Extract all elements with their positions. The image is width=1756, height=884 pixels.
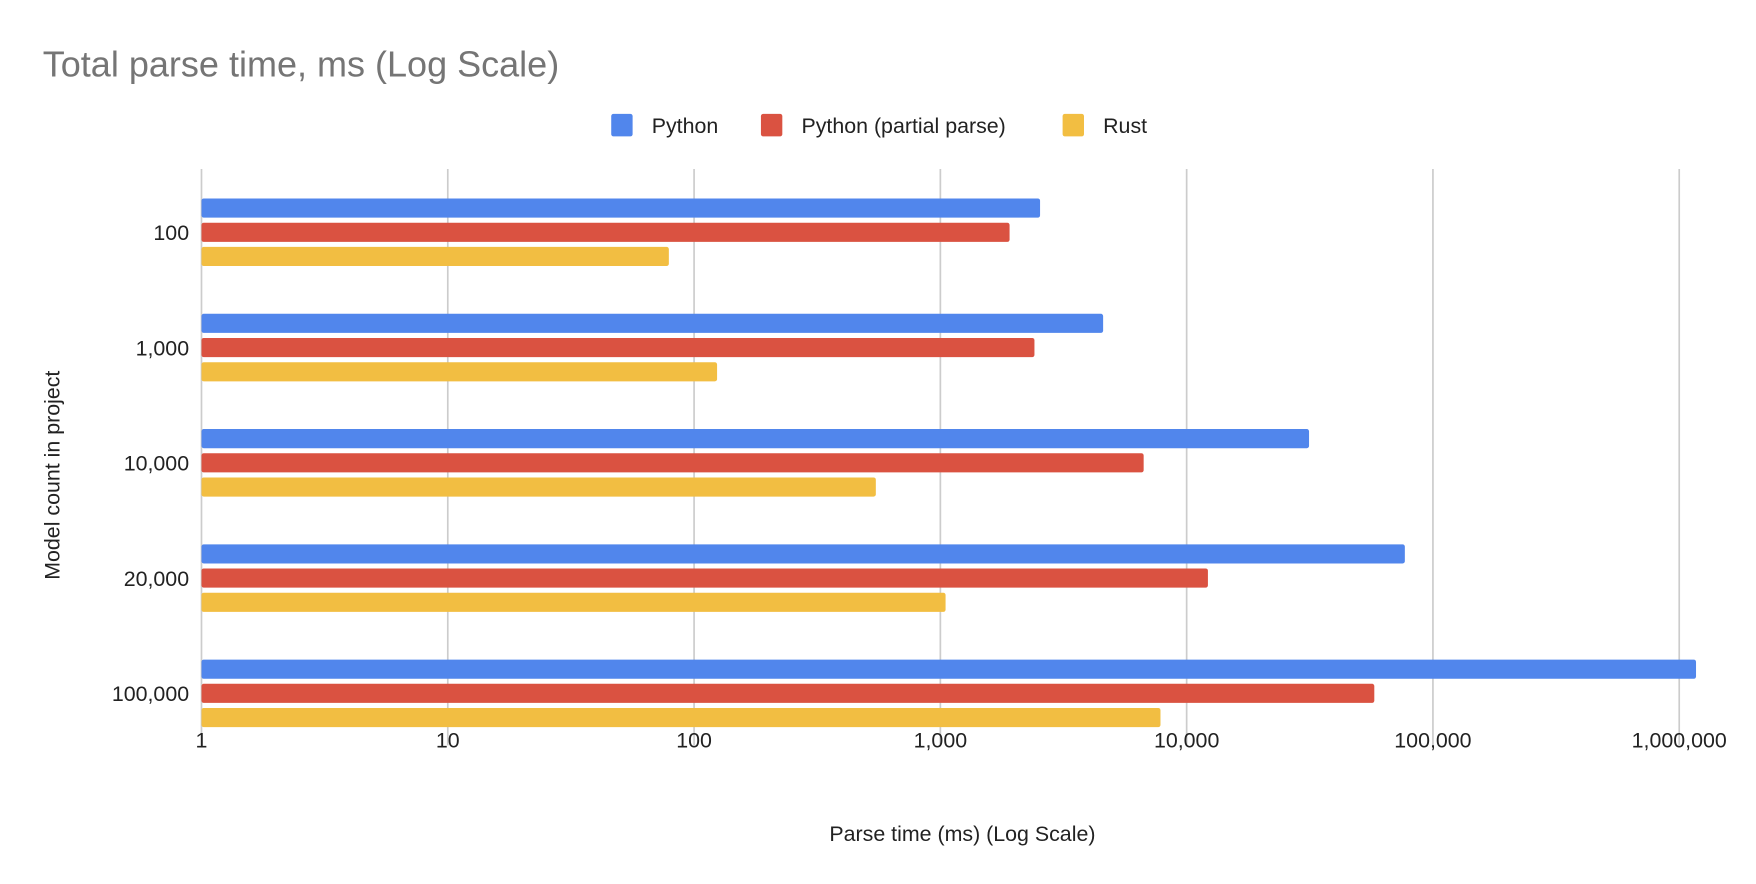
y-axis-ticks: 100 1,000 10,000 20,000 100,000 [112, 221, 189, 706]
x-tick-label: 1 [196, 729, 208, 753]
bar-rust [201, 592, 946, 612]
x-tick-label: 10 [436, 729, 460, 753]
x-tick-label: 100 [676, 729, 712, 753]
legend-label: Python (partial parse) [801, 114, 1005, 138]
bar-python-partial-parse [201, 683, 1375, 703]
bar-python-partial-parse [201, 222, 1010, 242]
y-tick-label: 1,000 [136, 336, 190, 360]
legend-swatch [611, 113, 633, 137]
y-tick-label: 10,000 [124, 452, 189, 476]
bar-python-partial-parse [201, 453, 1144, 473]
legend: Python Python (partial parse) Rust [611, 113, 1147, 138]
y-tick-label: 100 [153, 221, 189, 245]
bar-rust [201, 246, 669, 267]
y-tick-label: 100,000 [112, 682, 189, 706]
x-tick-label: 10,000 [1154, 729, 1219, 753]
bar-python [201, 544, 1405, 564]
legend-swatch [760, 113, 783, 137]
bar-python-partial-parse [201, 337, 1035, 358]
x-tick-label: 1,000,000 [1632, 729, 1727, 753]
legend-label: Python [652, 114, 719, 138]
bar-python [201, 198, 1041, 218]
y-axis-title: Model count in project [41, 371, 65, 580]
bar-rust [201, 362, 718, 382]
bar-rust [201, 707, 1161, 728]
x-tick-label: 100,000 [1394, 729, 1471, 753]
x-axis-ticks: 1 10 100 1,000 10,000 100,000 1,000,000 [196, 729, 1727, 753]
bar-python-partial-parse [201, 568, 1208, 588]
x-axis-title: Parse time (ms) (Log Scale) [829, 822, 1095, 846]
bar-rust [201, 477, 876, 497]
chart-title: Total parse time, ms (Log Scale) [43, 44, 559, 85]
bars [201, 198, 1697, 728]
y-tick-label: 20,000 [124, 567, 189, 591]
x-tick-label: 1,000 [914, 729, 968, 753]
legend-swatch [1062, 113, 1084, 137]
legend-label: Rust [1103, 114, 1147, 138]
bar-python [201, 313, 1104, 333]
bar-python [201, 429, 1310, 449]
bar-python [201, 659, 1697, 679]
